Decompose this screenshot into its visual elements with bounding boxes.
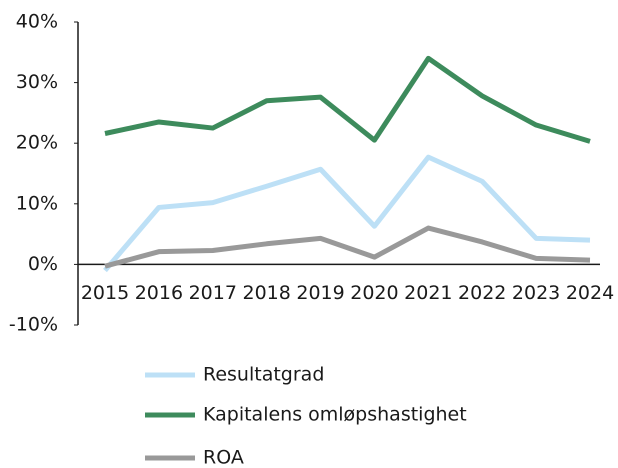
y-tick-label: -10% [9,314,58,336]
x-tick-label: 2019 [296,282,344,304]
x-tick-label: 2023 [512,282,560,304]
x-tick-label: 2020 [350,282,398,304]
y-tick-label: 0% [28,253,58,275]
series-line [103,154,591,273]
legend-label: Kapitalens omløpshastighet [203,404,467,426]
y-tick-label: 40% [16,11,58,33]
x-tick-label: 2018 [242,282,290,304]
y-tick-label: 20% [16,132,58,154]
series-line [104,55,591,144]
x-tick-label: 2024 [566,282,614,304]
x-tick-label: 2022 [458,282,506,304]
y-tick-label: 30% [16,71,58,93]
legend-label: Resultatgrad [203,364,324,386]
x-tick-label: 2017 [189,282,237,304]
legend-label: ROA [203,447,244,468]
x-tick-label: 2015 [81,282,129,304]
x-tick-label: 2016 [135,282,183,304]
x-tick-label: 2021 [404,282,452,304]
y-tick-label: 10% [16,192,58,214]
series-line [104,225,591,269]
